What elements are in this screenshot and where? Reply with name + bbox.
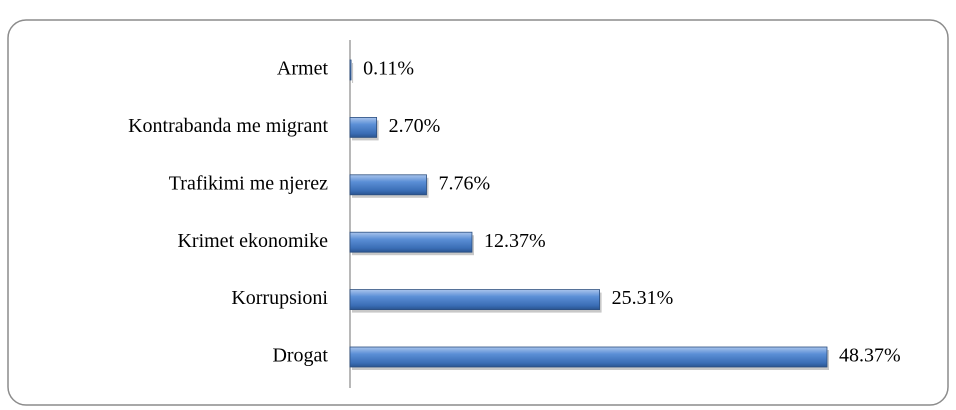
value-label: 0.11%: [363, 58, 414, 80]
bar: [349, 59, 352, 81]
chart-frame: [7, 19, 949, 406]
category-label: Krimet ekonomike: [177, 230, 328, 252]
category-label: Trafikimi me njerez: [169, 172, 328, 194]
value-label: 12.37%: [484, 230, 546, 252]
category-label: Drogat: [272, 345, 328, 367]
bar: [349, 117, 378, 138]
bar-shadow: [352, 63, 354, 83]
bar: [349, 231, 473, 253]
category-label: Kontrabanda me migrant: [128, 115, 328, 137]
category-label: Armet: [277, 58, 329, 80]
value-label: 7.76%: [439, 172, 491, 194]
bar: [349, 289, 600, 311]
category-label: Korrupsioni: [231, 287, 328, 309]
bar: [349, 174, 427, 196]
value-label: 25.31%: [612, 287, 674, 309]
value-label: 48.37%: [839, 345, 901, 367]
bar: [349, 346, 828, 368]
value-label: 2.70%: [389, 115, 441, 137]
